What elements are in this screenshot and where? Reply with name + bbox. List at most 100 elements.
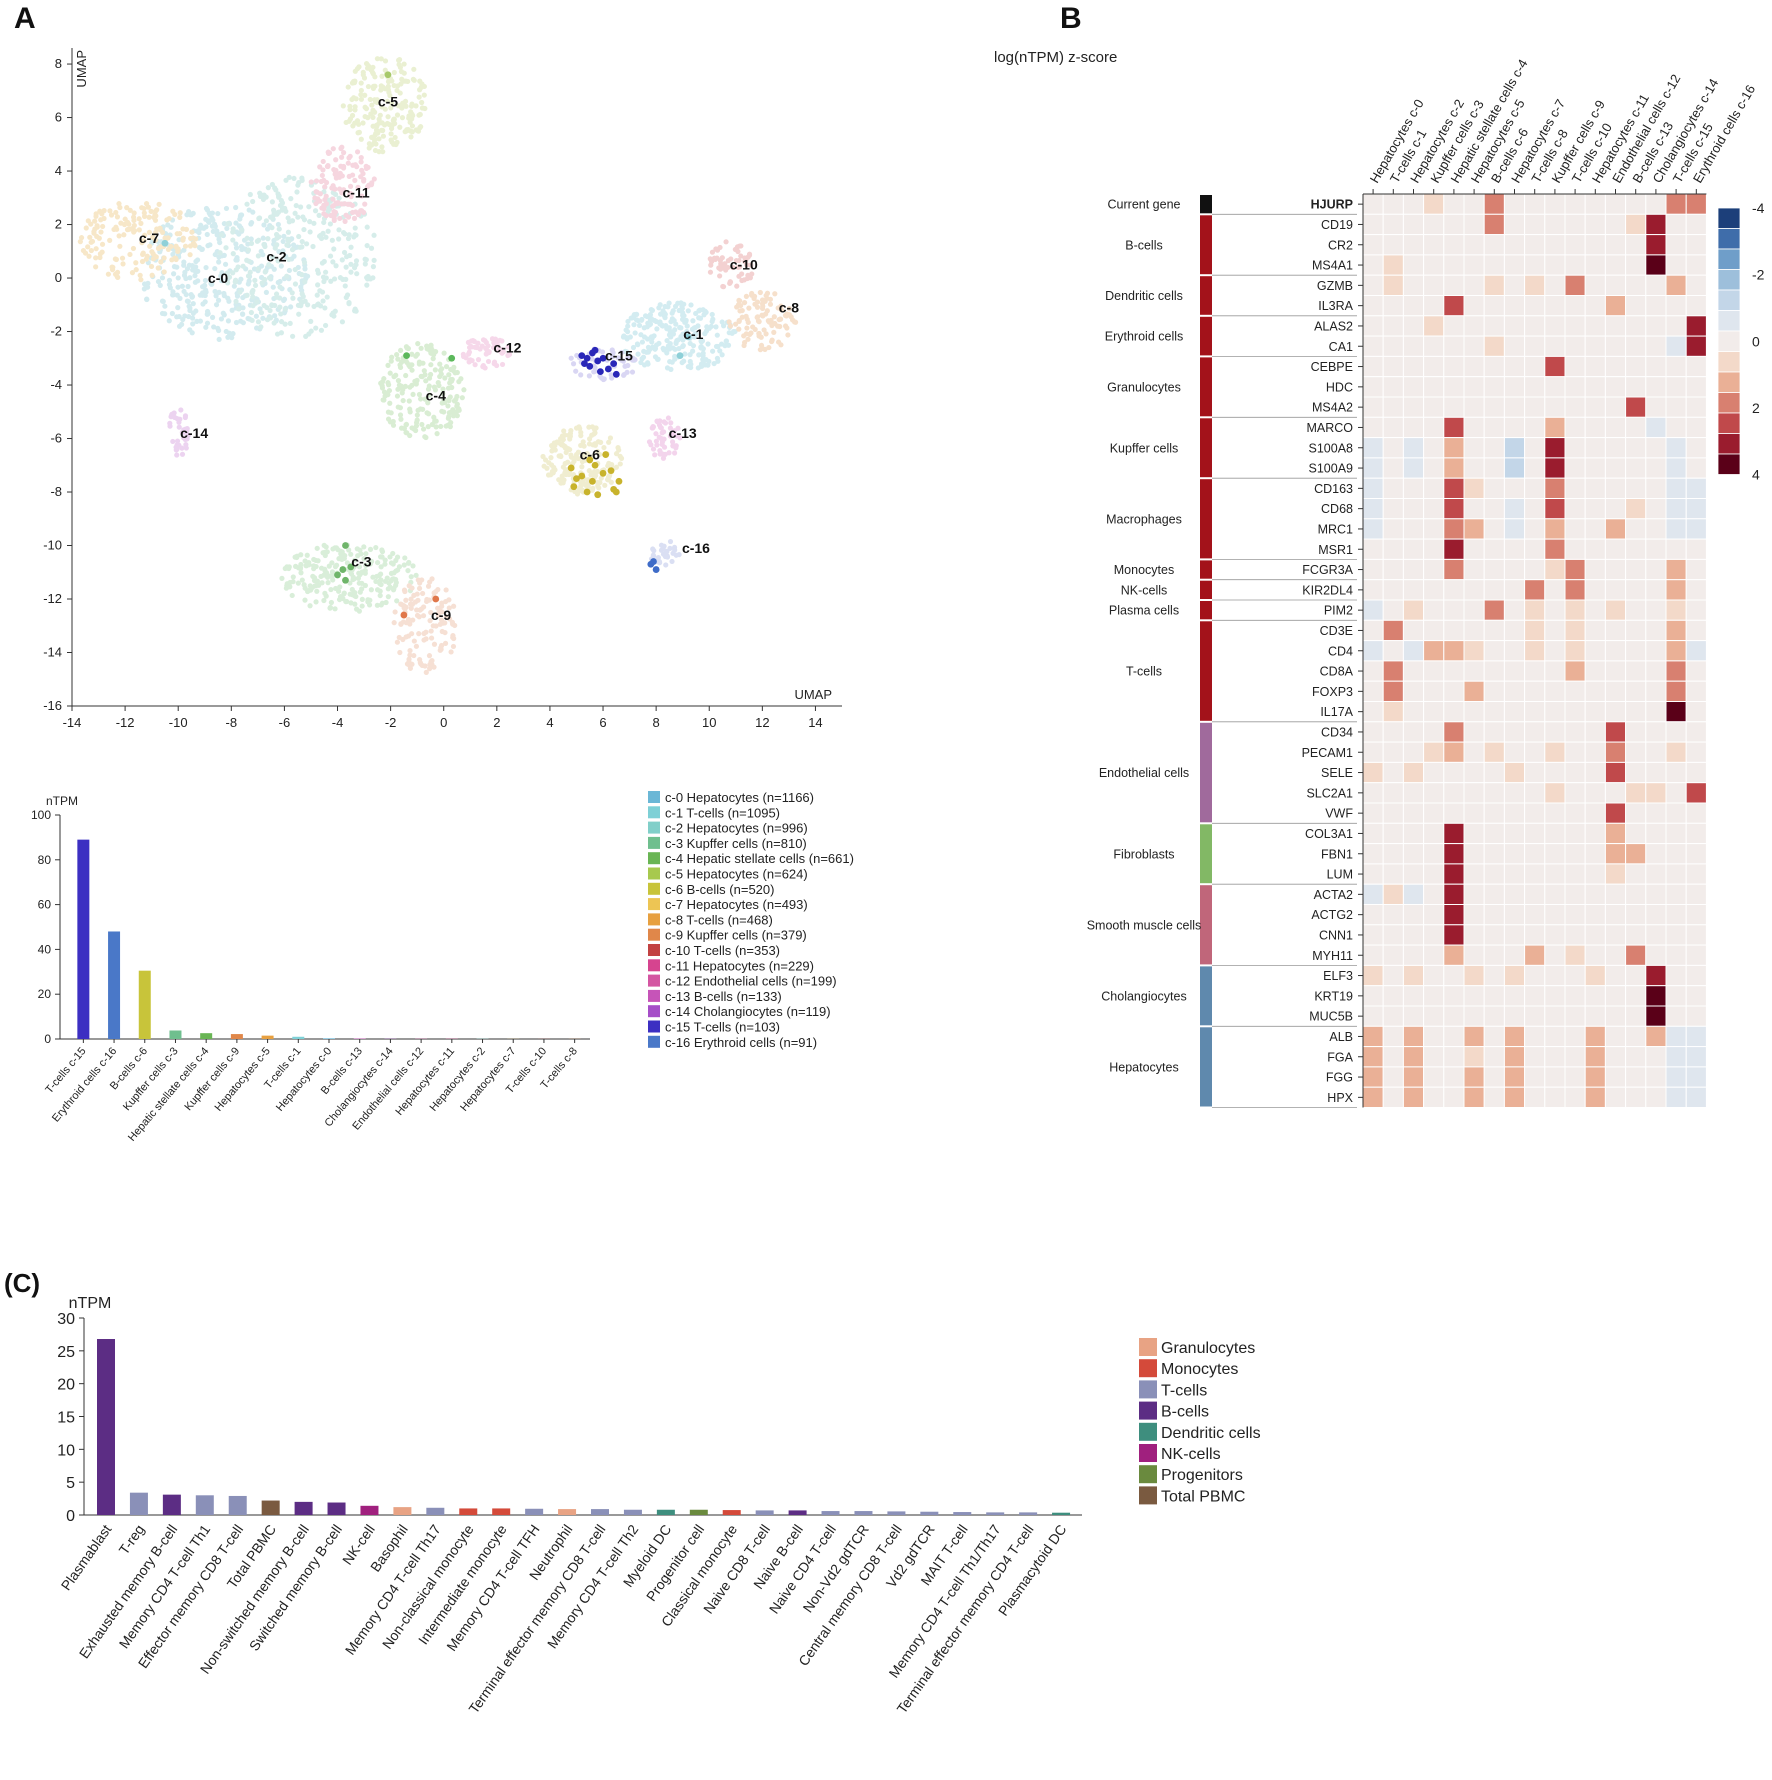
heatmap-cell xyxy=(1483,680,1505,703)
umap-point xyxy=(714,332,720,338)
heatmap-cell xyxy=(1362,457,1384,479)
heatmap-row-label: FGA xyxy=(1327,1050,1353,1064)
heatmap-cell xyxy=(1685,295,1707,317)
heatmap-cell xyxy=(1544,741,1566,763)
bar-a-category-label: Hepatocytes c-7 xyxy=(458,1045,518,1114)
umap-point xyxy=(306,331,312,337)
heatmap-cell xyxy=(1524,964,1546,987)
umap-point xyxy=(314,545,320,551)
umap-point xyxy=(361,544,367,550)
heatmap-cell xyxy=(1503,863,1526,885)
umap-point xyxy=(617,453,623,459)
umap-point xyxy=(355,184,361,190)
umap-point xyxy=(108,212,115,218)
umap-point xyxy=(792,319,799,325)
umap-point xyxy=(570,361,577,367)
heatmap-group-label: Macrophages xyxy=(1106,512,1182,526)
umap-point xyxy=(360,120,366,126)
umap-point xyxy=(398,416,404,422)
heatmap-cell xyxy=(1362,904,1384,926)
umap-point xyxy=(428,342,434,348)
umap-point xyxy=(390,576,396,582)
heatmap-cell xyxy=(1382,761,1404,784)
umap-point xyxy=(289,290,295,296)
umap-point xyxy=(505,344,511,350)
heatmap-cell xyxy=(1645,761,1667,784)
umap-point xyxy=(441,396,447,402)
heatmap-cell xyxy=(1524,1025,1546,1048)
umap-point xyxy=(454,369,460,376)
umap-point xyxy=(392,120,398,127)
umap-point xyxy=(263,218,269,224)
umap-point xyxy=(648,442,654,448)
umap-point xyxy=(131,210,137,216)
heatmap-cell xyxy=(1423,477,1445,500)
heatmap-cell xyxy=(1544,416,1566,439)
umap-point xyxy=(409,601,416,607)
umap-point xyxy=(114,274,120,280)
umap-point xyxy=(121,221,128,228)
umap-point xyxy=(606,439,612,445)
umap-point xyxy=(629,369,636,375)
umap-point xyxy=(186,303,192,309)
heatmap-cell xyxy=(1423,315,1445,337)
heatmap-cell xyxy=(1503,295,1526,317)
umap-point xyxy=(159,229,166,236)
umap-point xyxy=(734,283,740,289)
umap-point xyxy=(661,429,667,435)
heatmap-cell xyxy=(1503,396,1526,418)
umap-point xyxy=(645,344,652,350)
heatmap-group-bar xyxy=(1200,357,1212,417)
heatmap-cell xyxy=(1362,355,1384,378)
umap-point xyxy=(667,433,673,439)
umap-point xyxy=(446,396,452,403)
umap-point xyxy=(744,325,750,331)
umap-cluster-label: c-9 xyxy=(431,607,451,623)
umap-point xyxy=(302,597,308,603)
heatmap-cell xyxy=(1645,964,1667,987)
umap-point xyxy=(442,629,448,636)
umap-point xyxy=(286,174,292,180)
heatmap-cell xyxy=(1524,782,1546,804)
heatmap-cell xyxy=(1503,843,1526,865)
umap-point xyxy=(289,247,296,253)
umap-point xyxy=(356,564,363,570)
umap-point xyxy=(559,473,565,479)
heatmap-cell xyxy=(1443,457,1465,479)
heatmap-cell xyxy=(1402,558,1425,581)
heatmap-cell xyxy=(1625,254,1647,276)
umap-point xyxy=(346,155,352,161)
heatmap-cell xyxy=(1604,193,1627,215)
umap-point xyxy=(147,243,153,249)
heatmap-cell xyxy=(1503,1046,1526,1068)
umap-x-tick-label: -6 xyxy=(279,715,291,730)
heatmap-cell xyxy=(1483,985,1505,1007)
umap-point xyxy=(668,334,674,340)
umap-point xyxy=(395,386,401,392)
umap-point xyxy=(388,560,395,566)
umap-point xyxy=(348,191,354,197)
umap-point xyxy=(302,585,308,591)
umap-point xyxy=(757,289,763,296)
umap-point xyxy=(121,232,127,238)
umap-point xyxy=(327,573,333,579)
umap-point xyxy=(755,314,761,320)
umap-point xyxy=(148,208,154,214)
umap-cluster xyxy=(707,239,755,290)
heatmap-cell xyxy=(1524,437,1546,459)
heatmap-cell xyxy=(1685,416,1707,439)
heatmap-cell xyxy=(1443,1086,1465,1108)
umap-point xyxy=(382,58,389,64)
umap-point xyxy=(328,586,334,593)
heatmap-group-bar xyxy=(1200,824,1212,884)
bar-a-bar xyxy=(138,970,151,1039)
umap-point xyxy=(230,229,236,235)
umap-point xyxy=(306,204,312,210)
umap-point xyxy=(201,225,207,231)
umap-y-tick-label: -4 xyxy=(50,377,62,392)
umap-point xyxy=(217,250,223,256)
umap-cluster-label: c-8 xyxy=(779,299,799,315)
umap-point xyxy=(426,392,433,398)
heatmap-cell xyxy=(1544,335,1566,357)
umap-point xyxy=(700,350,706,356)
